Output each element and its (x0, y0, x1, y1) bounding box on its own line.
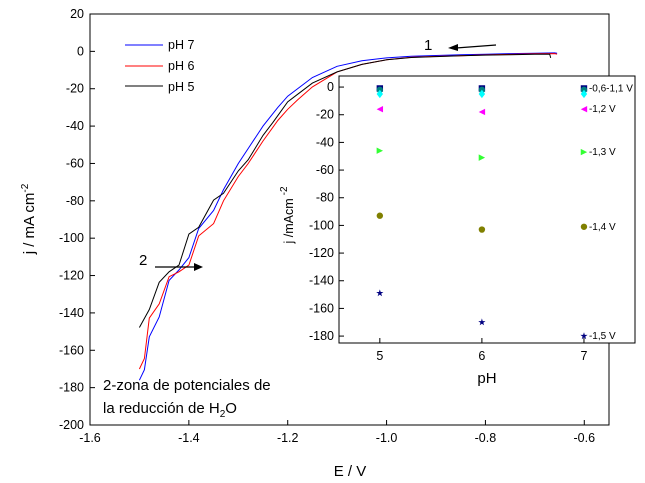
inset-axes: 5 6 7 0 -20 -40 -60 -80 -100 -120 -140 -160 -180 (309, 80, 588, 363)
inset-y-tick-label: -120 (309, 246, 334, 260)
inset-point-tri-left (376, 106, 384, 113)
y-tick-label: 20 (70, 7, 84, 21)
inset-point-tri-right (478, 154, 486, 161)
note-line-1: 2-zona de potenciales de (103, 377, 271, 394)
x-axis-label: E / V (334, 463, 367, 480)
x-tick-label: -1.0 (376, 431, 398, 445)
inset-y-axis-label-main: j /mAcm (282, 198, 296, 244)
inset-y-tick-label: -80 (316, 191, 334, 205)
inset-voltage-label: -1,2 V (589, 104, 616, 115)
inset-voltage-label: -1,4 V (589, 222, 616, 233)
note-line-2-tail: O (225, 400, 237, 417)
y-axis-label-main: j / mA cm (21, 193, 38, 256)
inset-point-diamond (478, 89, 486, 99)
inset-x-tick-label: 7 (580, 349, 587, 363)
inset-y-tick-label: -40 (316, 135, 334, 149)
inset-y-tick-label: -100 (309, 218, 334, 232)
inset-point-diamond (580, 89, 588, 99)
legend-label-ph7: pH 7 (168, 38, 194, 52)
inset-point-tri-right (376, 147, 384, 154)
y-axis-label-sup: -2 (20, 183, 31, 192)
main-series (138, 52, 558, 381)
inset-point-tri-right (580, 148, 588, 156)
x-tick-label: -0.6 (574, 431, 596, 445)
y-tick-label: 0 (77, 44, 84, 58)
inset-point-tri-left (478, 108, 486, 116)
series-line-ph-5 (138, 53, 552, 328)
inset-point-star (376, 289, 384, 297)
annotation-1: 1 (424, 37, 497, 54)
annotation-2: 2 (139, 252, 203, 271)
x-tick-label: -0.8 (475, 431, 497, 445)
y-tick-label: -60 (66, 156, 84, 170)
annotation-1-arrowhead (448, 44, 458, 51)
inset-x-axis-label: pH (477, 370, 496, 387)
y-tick-label: -160 (59, 343, 84, 357)
inset-point-star (580, 332, 588, 340)
note-line-2-text: la reducción de H (103, 400, 220, 417)
annotation-2-label: 2 (139, 252, 147, 269)
legend-label-ph6: pH 6 (168, 59, 194, 73)
inset-voltage-label: -0,6-1,1 V (589, 83, 633, 94)
inset-y-tick-label: -160 (309, 301, 334, 315)
x-tick-label: -1.4 (178, 431, 200, 445)
inset-point-tri-left (580, 106, 588, 113)
inset-y-axis-label: j /mAcm -2 (279, 186, 296, 244)
y-tick-label: -180 (59, 381, 84, 395)
y-tick-label: -200 (59, 418, 84, 432)
inset-voltage-label: -1,3 V (589, 147, 616, 158)
series-line-ph-7 (138, 52, 558, 381)
annotation-2-arrowhead (194, 263, 203, 271)
inset-voltage-labels: -0,6-1,1 V -1,2 V -1,3 V -1,4 V -1,5 V (589, 83, 633, 342)
inset-plot-frame (338, 75, 636, 344)
main-axes: -1.6 -1.4 -1.2 -1.0 -0.8 -0.6200-20-40-60-80-… (59, 7, 595, 445)
inset-y-axis-label-sup: -2 (279, 186, 290, 195)
y-tick-label: -120 (59, 269, 84, 283)
inset-point-hexagon (580, 223, 588, 230)
inset-series (376, 85, 588, 340)
inset-point-diamond (376, 89, 384, 99)
inset-y-tick-label: -180 (309, 329, 334, 343)
x-tick-label: -1.6 (79, 431, 101, 445)
annotation-1-label: 1 (424, 37, 432, 54)
inset-x-tick-label: 6 (478, 349, 485, 363)
inset-background (339, 76, 635, 343)
y-tick-label: -20 (66, 82, 84, 96)
legend: pH 7 pH 6 pH 5 (125, 38, 194, 94)
annotation-1-arrow (455, 44, 497, 49)
x-tick-label: -1.2 (277, 431, 299, 445)
inset-y-tick-label: -140 (309, 274, 334, 288)
inset-point-hexagon (376, 212, 384, 219)
y-tick-label: -80 (66, 194, 84, 208)
y-tick-label: -140 (59, 306, 84, 320)
inset-x-tick-label: 5 (376, 349, 383, 363)
inset-point-star (478, 318, 486, 326)
svg-text:j / mA cm-2: j / mA cm-2 (20, 183, 38, 255)
y-tick-label: -40 (66, 119, 84, 133)
y-axis-label: j / mA cm-2 (20, 183, 38, 255)
inset-point-hexagon (478, 226, 486, 233)
inset-y-tick-label: -60 (316, 163, 334, 177)
note-line-2: la reducción de H2O (103, 400, 237, 420)
inset-voltage-label: -1,5 V (589, 331, 616, 342)
inset-y-tick-label: 0 (327, 80, 334, 94)
legend-label-ph5: pH 5 (168, 80, 194, 94)
note-line-2-sub: 2 (220, 409, 226, 420)
inset-y-tick-label: -20 (316, 108, 334, 122)
y-tick-label: -100 (59, 231, 84, 245)
svg-text:j /mAcm-2: j /mAcm -2 (279, 186, 296, 244)
